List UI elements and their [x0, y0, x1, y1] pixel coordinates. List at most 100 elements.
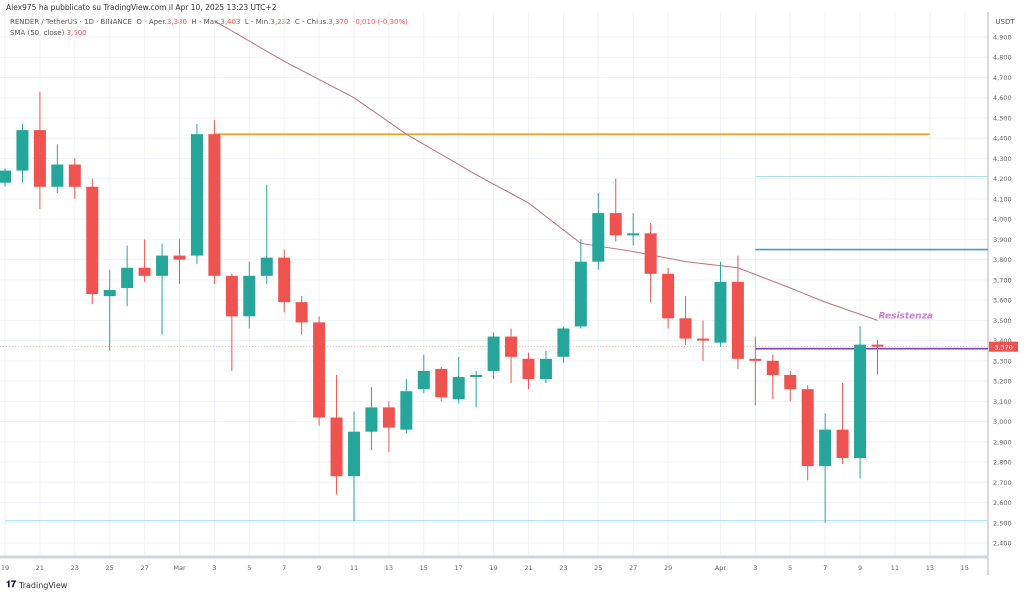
candle-body — [662, 273, 675, 319]
tradingview-logo-icon: 𝟏𝟕 — [6, 580, 17, 590]
candle-body — [138, 267, 151, 276]
y-tick-label: 4,800 — [993, 54, 1012, 62]
sma-label: SMA (50, close) — [10, 29, 65, 37]
ohlc-legend: RENDER / TetherUS · 1D · BINANCE O - Ape… — [10, 17, 408, 28]
x-tick-label: 13 — [926, 564, 934, 572]
x-tick-label: Mar — [173, 564, 186, 572]
close-value: 3,370 — [328, 18, 349, 26]
candle-body — [0, 170, 11, 183]
candle-body — [836, 429, 849, 458]
last-price-label: 3,370 — [994, 344, 1013, 352]
x-tick-label: 7 — [823, 564, 827, 572]
price-chart[interactable]: USDT 4,900 4,800 4,700 4,600 4,500 4,400 4,300 4… — [0, 0, 1024, 580]
x-tick-label: 9 — [317, 564, 321, 572]
sma-line — [214, 20, 878, 321]
x-tick-label: 29 — [664, 564, 672, 572]
sma-legend: SMA (50, close) 3,500 — [10, 28, 408, 39]
open-label: O - Aper. — [136, 18, 167, 26]
low-label: L - Min. — [244, 18, 271, 26]
y-tick-label: 3,200 — [993, 378, 1012, 386]
y-tick-label: 2,700 — [993, 479, 1012, 487]
candle-body — [801, 389, 814, 467]
x-tick-label: 3 — [753, 564, 757, 572]
candle-body — [330, 417, 343, 477]
y-tick-label: 3,500 — [993, 317, 1012, 325]
candle-body — [557, 328, 570, 357]
y-tick-label: 2,400 — [993, 540, 1012, 548]
candle-body — [871, 344, 884, 347]
candle-body — [644, 233, 657, 274]
y-tick-label: 3,900 — [993, 236, 1012, 244]
x-tick-label: 23 — [71, 564, 79, 572]
candle-body — [609, 213, 622, 236]
x-tick-label: 11 — [350, 564, 358, 572]
candle-body — [470, 375, 483, 378]
y-tick-label: 3,400 — [993, 337, 1012, 345]
x-tick-label: 27 — [629, 564, 637, 572]
x-tick-label: 11 — [891, 564, 899, 572]
x-tick-label: 19 — [1, 564, 9, 572]
candle-body — [784, 375, 797, 390]
x-tick-label: 13 — [385, 564, 393, 572]
candle-body — [627, 233, 640, 236]
candle-body — [452, 377, 465, 400]
candle-body — [539, 358, 552, 380]
candle-body — [365, 407, 378, 432]
candle-body — [382, 407, 395, 428]
axis-unit-label: USDT — [995, 18, 1015, 26]
symbol-label: RENDER / TetherUS · 1D · BINANCE — [10, 18, 132, 26]
y-tick-label: 2,800 — [993, 459, 1012, 467]
y-tick-label: 2,600 — [993, 499, 1012, 507]
y-tick-label: 4,200 — [993, 175, 1012, 183]
y-tick-label: 4,000 — [993, 216, 1012, 224]
candle-body — [487, 336, 500, 371]
low-value: 3,232 — [270, 18, 291, 26]
x-tick-label: 25 — [106, 564, 114, 572]
candle-body — [121, 267, 134, 288]
y-tick-label: 3,100 — [993, 398, 1012, 406]
candle-body — [714, 281, 727, 343]
candle-body — [86, 186, 99, 295]
last-price-badge — [989, 341, 1018, 352]
x-tick-label: Apr — [715, 564, 727, 572]
x-tick-label: 7 — [282, 564, 286, 572]
y-tick-label: 4,300 — [993, 155, 1012, 163]
published-by: Alex975 ha pubblicato su TradingView.com… — [6, 3, 277, 12]
candle-body — [574, 261, 587, 327]
candle-body — [505, 336, 518, 357]
y-tick-label: 4,900 — [993, 34, 1012, 42]
x-tick-label: 19 — [489, 564, 497, 572]
candle-body — [103, 290, 116, 297]
open-value: 3,380 — [166, 18, 187, 26]
y-tick-label: 2,900 — [993, 438, 1012, 446]
tradingview-brand: TradingView — [19, 580, 68, 590]
candle-body — [16, 130, 29, 171]
y-tick-label: 3,800 — [993, 256, 1012, 264]
x-tick-label: 15 — [420, 564, 428, 572]
x-tick-label: 27 — [140, 564, 148, 572]
x-tick-label: 15 — [961, 564, 969, 572]
y-tick-label: 4,700 — [993, 74, 1012, 82]
candle-body — [749, 358, 762, 361]
close-label: C - Chius. — [294, 18, 329, 26]
candle-body — [417, 370, 430, 390]
candle-body — [68, 164, 81, 187]
y-tick-label: 3,600 — [993, 297, 1012, 305]
candle-body — [260, 257, 273, 276]
high-value: 3,403 — [220, 18, 241, 26]
x-tick-label: 9 — [858, 564, 862, 572]
candle-body — [731, 281, 744, 359]
x-tick-label: 5 — [788, 564, 792, 572]
candle-body — [156, 255, 169, 276]
y-tick-label: 2,500 — [993, 519, 1012, 527]
annotation-resistenza: Resistenza — [879, 311, 934, 321]
candle-body — [679, 318, 692, 339]
x-tick-label: 21 — [36, 564, 44, 572]
change-value: -0,010 (-0,30%) — [352, 18, 408, 26]
x-tick-label: 5 — [247, 564, 251, 572]
candle-body — [295, 302, 308, 323]
candle-body — [766, 360, 779, 376]
candle-body — [190, 134, 203, 256]
x-tick-label: 3 — [212, 564, 216, 572]
y-tick-label: 3,000 — [993, 418, 1012, 426]
